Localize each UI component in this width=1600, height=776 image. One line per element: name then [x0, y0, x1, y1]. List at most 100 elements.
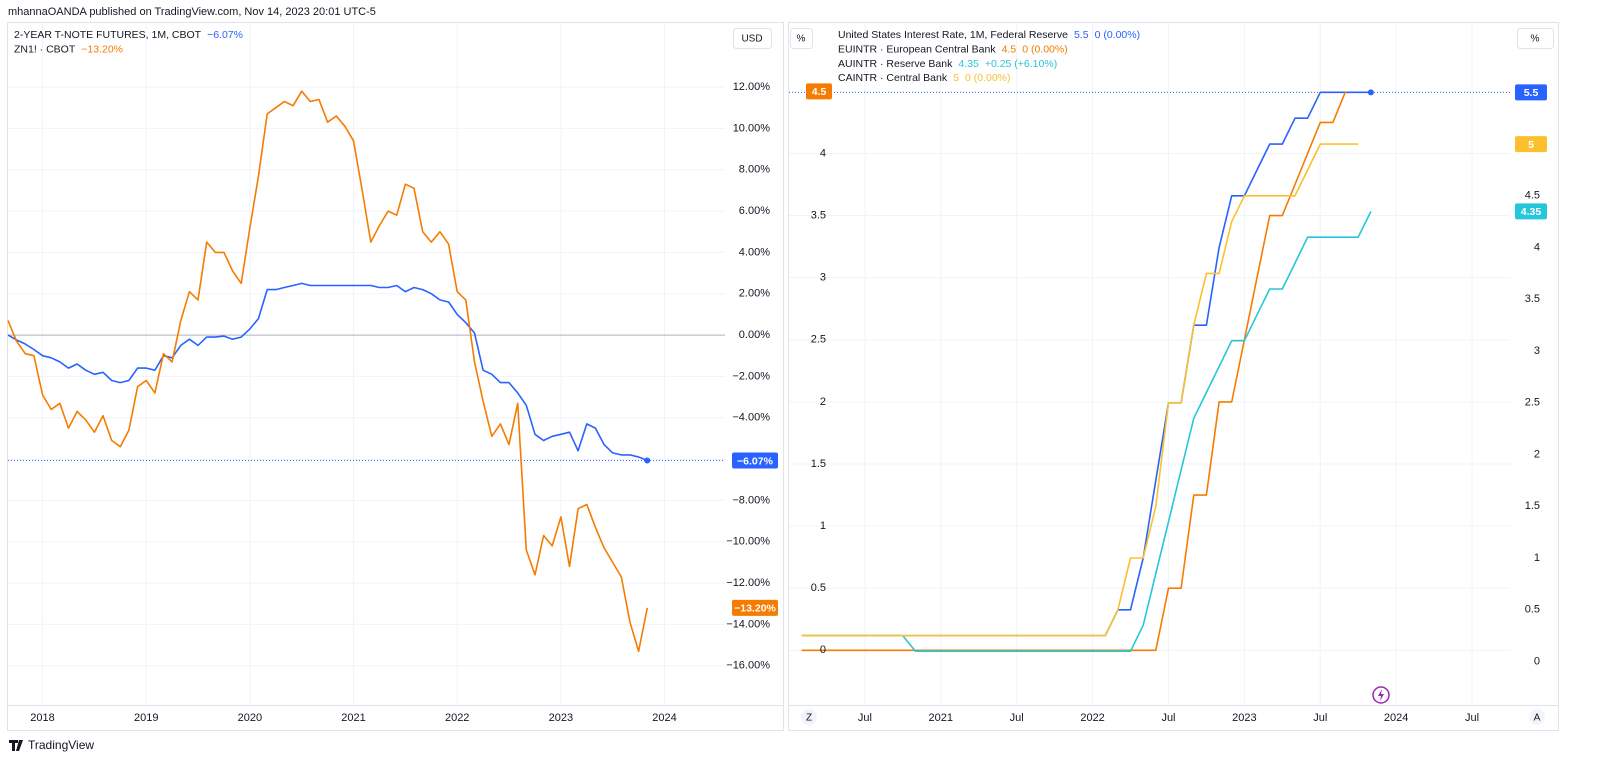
x-tick-label: 2021 — [929, 712, 953, 724]
scale-button[interactable] — [1517, 28, 1554, 49]
y-tick-label: 12.00% — [733, 81, 771, 93]
brand-name: TradingView — [28, 738, 94, 752]
y-tick-label: 0 — [820, 644, 826, 656]
price-badge-label: 5.5 — [1524, 87, 1539, 99]
last-point — [1367, 89, 1374, 96]
legend-change: +0.25 (+6.10%) — [985, 58, 1057, 70]
y2-tick-label: 2 — [1534, 448, 1540, 460]
price-badge — [1515, 84, 1547, 101]
currency-button[interactable] — [733, 28, 772, 49]
y-tick-label: 3 — [820, 272, 826, 284]
price-badge-label: 4.35 — [1521, 206, 1542, 218]
legend-entry: EUINTR · European Central Bank 4.5 0 (0.00… — [838, 43, 1068, 55]
legend-name: EUINTR · European Central Bank — [838, 43, 996, 55]
last-point — [644, 457, 651, 464]
y-tick-label: 8.00% — [739, 164, 770, 176]
x-tick-label: 2022 — [1080, 712, 1104, 724]
y2-tick-label: 2.5 — [1525, 397, 1540, 409]
x-tick-label: 2020 — [238, 712, 262, 724]
price-badge-label: 4.5 — [812, 86, 827, 98]
price-badge — [732, 599, 778, 616]
x-tick-label: Jul — [1161, 712, 1175, 724]
legend-value: 4.5 — [1002, 43, 1017, 55]
x-tick-label: 2018 — [30, 712, 54, 724]
legend-name: AUINTR · Reserve Bank — [838, 58, 953, 70]
price-badge — [1515, 136, 1547, 153]
price-badge-label: −13.20% — [734, 603, 776, 615]
y-tick-label: 2 — [820, 396, 826, 408]
y-tick-label: 0.00% — [739, 329, 770, 341]
y-tick-label: 0.5 — [811, 582, 826, 594]
series-line — [7, 90, 649, 653]
legend-change: 0 (0.00%) — [1022, 43, 1068, 55]
event-bolt — [1378, 689, 1384, 701]
y-tick-label: 6.00% — [739, 205, 770, 217]
x-tick-label: 2022 — [445, 712, 469, 724]
legend-change: 0 (0.00%) — [1095, 29, 1141, 41]
brand-logo — [9, 740, 23, 751]
legend-entry: United States Interest Rate, 1M, Federal… — [838, 29, 1140, 41]
x-tick-label: Jul — [1010, 712, 1024, 724]
price-badge-label: 5 — [1528, 139, 1534, 151]
currency-label: USD — [741, 34, 762, 45]
zoom-label: Z — [806, 713, 812, 724]
y-tick-label: 1.5 — [811, 458, 826, 470]
y2-tick-label: 0.5 — [1525, 604, 1540, 616]
scale-label: % — [1531, 34, 1540, 45]
legend-value: −6.07% — [207, 29, 243, 41]
plot — [7, 23, 725, 705]
series-line — [801, 143, 1359, 637]
series-line — [801, 90, 1347, 652]
y-tick-label: −14.00% — [726, 618, 770, 630]
legend-name: United States Interest Rate, 1M, Federal… — [838, 29, 1068, 41]
x-tick-label: 2023 — [549, 712, 573, 724]
series-line — [7, 282, 648, 462]
y-tick-label: 3.5 — [811, 209, 826, 221]
x-tick-label: Jul — [1313, 712, 1327, 724]
y2-tick-label: 1 — [1534, 552, 1540, 564]
x-tick-label: 2019 — [134, 712, 158, 724]
y-tick-label: −12.00% — [726, 577, 770, 589]
publisher-line: mhannaOANDA published on TradingView.com… — [8, 6, 376, 18]
y-tick-label: 4.00% — [739, 246, 770, 258]
y-tick-label: −10.00% — [726, 536, 770, 548]
y-tick-label: −2.00% — [732, 370, 770, 382]
price-badge — [1515, 203, 1547, 220]
y-tick-label: 2.00% — [739, 288, 770, 300]
legend-value: 4.35 — [958, 58, 979, 70]
auto-button[interactable] — [1529, 709, 1545, 725]
legend-entry: ZN1! · CBOT −13.20% — [14, 43, 123, 55]
y-tick-label: −4.00% — [732, 412, 770, 424]
legend-value: 5 — [953, 72, 959, 84]
y-tick-label: 10.00% — [733, 122, 771, 134]
auto-label: A — [1534, 713, 1541, 724]
y2-tick-label: 1.5 — [1525, 500, 1540, 512]
legend-entry: AUINTR · Reserve Bank 4.35 +0.25 (+6.10%) — [838, 58, 1057, 70]
y2-tick-label: 3 — [1534, 345, 1540, 357]
y-tick-label: 2.5 — [811, 334, 826, 346]
price-badge — [732, 452, 778, 469]
y-tick-label: 1 — [820, 520, 826, 532]
y2-tick-label: 4 — [1534, 241, 1540, 253]
price-badge-label: −6.07% — [737, 455, 774, 467]
x-tick-label: 2024 — [652, 712, 676, 724]
price-badge — [806, 83, 832, 100]
legend-change: 0 (0.00%) — [965, 72, 1011, 84]
legend-name: CAINTR · Central Bank — [838, 72, 948, 84]
y2-tick-label: 3.5 — [1525, 293, 1540, 305]
x-tick-label: 2024 — [1384, 712, 1408, 724]
left-panel — [7, 22, 784, 731]
x-tick-label: Jul — [858, 712, 872, 724]
y-tick-label: 4 — [820, 147, 826, 159]
legend-value: 5.5 — [1074, 29, 1089, 41]
scale-label: % — [797, 34, 806, 45]
x-tick-label: 2023 — [1232, 712, 1256, 724]
legend-name: ZN1! · CBOT — [14, 43, 76, 55]
scale-button[interactable] — [790, 28, 813, 49]
legend-name: 2-YEAR T-NOTE FUTURES, 1M, CBOT — [14, 29, 202, 41]
zoom-button[interactable] — [801, 709, 817, 725]
legend-entry: CAINTR · Central Bank 5 0 (0.00%) — [838, 72, 1011, 84]
